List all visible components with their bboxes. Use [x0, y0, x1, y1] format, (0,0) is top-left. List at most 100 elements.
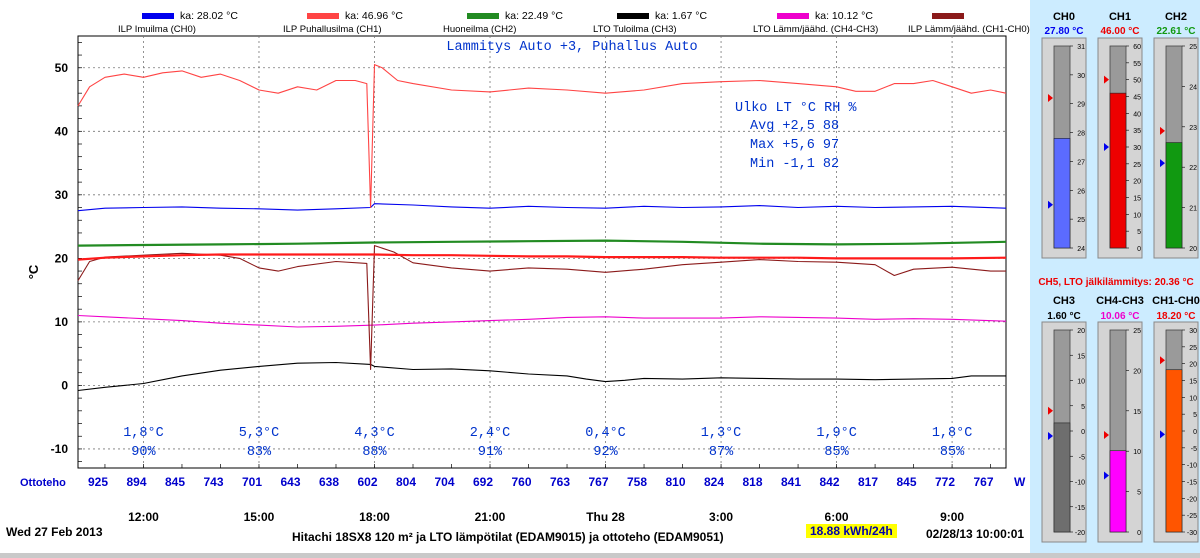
y-tick-label: -10 [51, 442, 69, 456]
gauge-tick-label: -10 [1187, 463, 1197, 470]
ch5-label: CH5, LTO jälkilämmitys: 20.36 °C [1038, 277, 1194, 288]
stats-row: Max +5,6 97 [750, 138, 839, 153]
stats-header: Ulko LT °C RH % [735, 101, 857, 116]
y-tick-label: 40 [55, 124, 69, 138]
ottoteho-value: 810 [665, 475, 685, 489]
y-tick-label: 50 [55, 61, 69, 75]
ottoteho-value: 743 [203, 475, 223, 489]
gauge-name: CH4-CH3 [1096, 295, 1144, 307]
outdoor-rh: 85% [940, 445, 965, 460]
legend-swatch [617, 13, 649, 19]
ottoteho-value: 845 [165, 475, 185, 489]
gauge-tick-label: 27 [1077, 159, 1085, 166]
gauge-max-marker [1104, 431, 1109, 440]
gauge-name: CH3 [1053, 295, 1075, 307]
gauge-value: 27.80 °C [1044, 26, 1083, 37]
gauge-tick-label: 30 [1077, 73, 1085, 80]
date-label: Wed 27 Feb 2013 [6, 525, 103, 539]
gauge-fill [1053, 422, 1071, 533]
outdoor-temp: 4,3°C [354, 426, 395, 441]
stats-row: Avg +2,5 88 [750, 119, 839, 134]
gauge-tick-label: 20 [1189, 246, 1197, 253]
gauge-name: CH2 [1165, 11, 1187, 23]
ottoteho-value: 602 [357, 475, 377, 489]
ottoteho-value: 772 [935, 475, 955, 489]
gauge-tick-label: 60 [1133, 44, 1141, 51]
x-tick-label: 18:00 [359, 510, 390, 524]
gauge-tick-label: 21 [1189, 206, 1197, 213]
x-tick-label: 21:00 [475, 510, 506, 524]
gauge-tick-label: 55 [1133, 61, 1141, 68]
legend-label: Huoneilma (CH2) [443, 24, 516, 35]
legend-swatch [307, 13, 339, 19]
outdoor-temp: 1,9°C [816, 426, 857, 441]
legend-average: ka: 1.67 °C [655, 10, 707, 22]
source-label: Hitachi 18SX8 120 m² ja LTO lämpötilat (… [292, 530, 724, 544]
gauge-min-marker [1104, 143, 1109, 151]
gauge-tick-label: 45 [1133, 95, 1141, 102]
gauge-tick-label: 35 [1133, 128, 1141, 135]
gauge-tick-label: 0 [1193, 429, 1197, 436]
gauge-tick-label: 0 [1137, 246, 1141, 253]
gauge-value: 22.61 °C [1156, 26, 1195, 37]
series-line [77, 245, 1006, 371]
gauge-tick-label: 26 [1077, 188, 1085, 195]
gauge-tick-label: 25 [1189, 44, 1197, 51]
gauge-fill [1053, 138, 1071, 249]
ottoteho-value: 894 [126, 475, 146, 489]
gauge-name: CH1 [1109, 11, 1131, 23]
gauge-fill [1165, 369, 1183, 533]
outdoor-temp: 0,4°C [585, 426, 626, 441]
gauge-value: 46.00 °C [1100, 26, 1139, 37]
legend-label: ILP Imuilma (CH0) [118, 24, 196, 35]
gauge-max-marker [1048, 93, 1053, 102]
ottoteho-value: 643 [280, 475, 300, 489]
gauge-name: CH1-CH0 [1152, 295, 1200, 307]
gauge-tick-label: 25 [1189, 345, 1197, 352]
legend-label: LTO Lämm/jäähd. (CH4-CH3) [753, 24, 878, 35]
gauge-fill [1165, 142, 1183, 249]
ottoteho-unit: W [1014, 475, 1026, 489]
ottoteho-value: 704 [434, 475, 454, 489]
gauge-tick-label: 20 [1077, 328, 1085, 335]
gauge-tick-label: 0 [1081, 429, 1085, 436]
chart-title: Lammitys Auto +3, Puhallus Auto [446, 40, 697, 55]
gauge-tick-label: 20 [1133, 368, 1141, 375]
outdoor-rh: 92% [593, 445, 618, 460]
energy-badge: 18.88 kWh/24h [806, 524, 897, 538]
outdoor-rh: 87% [709, 445, 734, 460]
series-line [77, 314, 1007, 328]
ottoteho-value: 763 [550, 475, 570, 489]
ottoteho-value: 758 [627, 475, 647, 489]
gauge-tick-label: -5 [1079, 454, 1085, 461]
gauge-tick-label: 10 [1133, 212, 1141, 219]
y-axis-label: °C [26, 264, 41, 279]
gauge-tick-label: 24 [1077, 246, 1085, 253]
series-line [77, 203, 1007, 212]
temperature-chart: ka: 28.02 °C ILP Imuilma (CH0) ka: 46.96 °… [20, 10, 1030, 524]
gauge-tick-label: 30 [1133, 145, 1141, 152]
ottoteho-value: 760 [511, 475, 531, 489]
x-tick-label: 6:00 [825, 510, 849, 524]
legend-average: ka: 46.96 °C [345, 10, 403, 22]
gauge-tick-label: 40 [1133, 111, 1141, 118]
plot-area [77, 35, 1007, 469]
gauge-tick-label: 15 [1133, 196, 1141, 203]
gauge-fill [1109, 92, 1127, 249]
gauge-tick-label: 29 [1077, 102, 1085, 109]
outdoor-temp: 2,4°C [470, 426, 511, 441]
gauge-tick-label: -30 [1187, 530, 1197, 537]
gauge-max-marker [1048, 406, 1053, 415]
outdoor-rh: 85% [824, 445, 849, 460]
gauge-min-marker [1048, 200, 1053, 209]
gauge-tick-label: 25 [1133, 328, 1141, 335]
gauges: CH0 27.80 °C 24 25 26 27 28 29 30 31 CH1 46.00 °C 0 5… [1041, 11, 1200, 543]
gauge-tick-label: 31 [1077, 44, 1085, 51]
gauge-tick-label: 25 [1077, 217, 1085, 224]
ottoteho-value: 818 [742, 475, 762, 489]
gauge-tick-label: -20 [1187, 496, 1197, 503]
outdoor-temp: 1,3°C [701, 426, 742, 441]
ottoteho-label: Ottoteho [20, 477, 66, 489]
x-tick-label: 12:00 [128, 510, 159, 524]
legend-swatch [467, 13, 499, 19]
